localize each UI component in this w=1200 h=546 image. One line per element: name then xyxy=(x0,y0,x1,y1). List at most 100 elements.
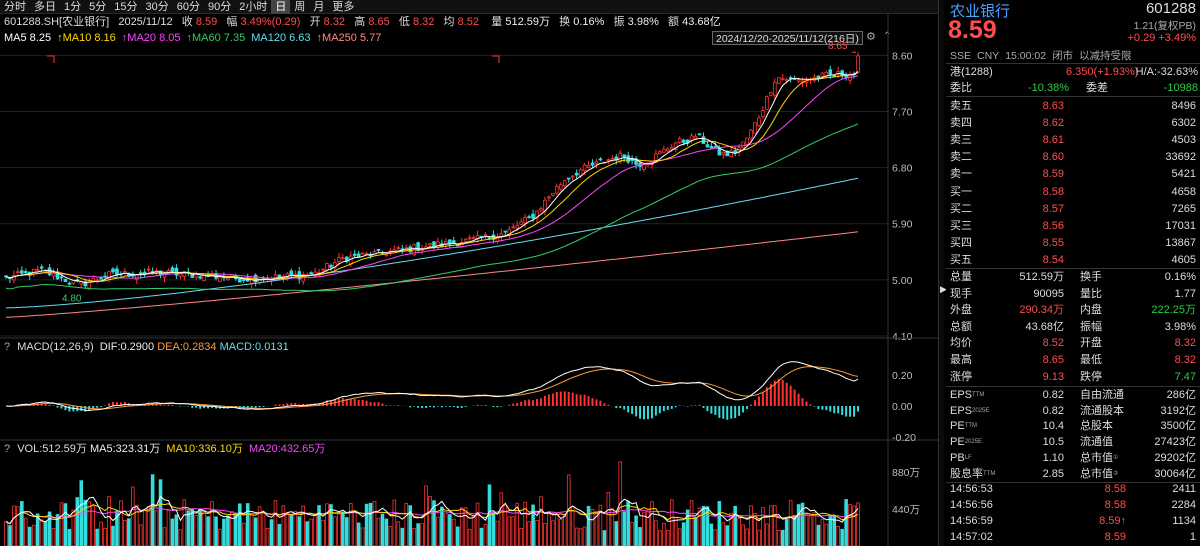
candle xyxy=(428,243,432,246)
level-price: 8.56 xyxy=(1042,220,1064,232)
wc-label: 委差 xyxy=(1086,82,1108,94)
level-price: 8.58 xyxy=(1042,186,1064,198)
vol-bar xyxy=(63,503,68,546)
candle xyxy=(170,267,175,272)
vol-ma5-line xyxy=(5,495,859,525)
candle xyxy=(721,152,726,155)
candle xyxy=(238,278,242,283)
vol-bar xyxy=(483,524,488,546)
panel-divider[interactable] xyxy=(938,0,944,546)
ma-legend-ma5[interactable]: MA5 8.25 xyxy=(4,32,52,44)
bid-row[interactable]: 买四 8.55 13867 xyxy=(950,234,1196,253)
candle xyxy=(725,150,730,157)
ma-legend-ma120[interactable]: MA120 6.63 xyxy=(251,32,311,44)
meta-4: 以减持受限 xyxy=(1079,50,1132,62)
macd-value: MACD:0.0131 xyxy=(219,341,289,353)
tick-price: 8.58 xyxy=(1104,483,1126,495)
bid-row[interactable]: 买三 8.56 17031 xyxy=(950,217,1196,236)
level-price: 8.61 xyxy=(1042,134,1064,146)
vol-bar xyxy=(792,515,797,546)
stat-value: 90095 xyxy=(1033,287,1064,300)
vol-bar xyxy=(222,518,226,546)
candle xyxy=(531,213,535,219)
ask-row[interactable]: 卖五 8.63 8496 xyxy=(950,97,1196,116)
divider xyxy=(946,386,1200,387)
vol-bar xyxy=(202,509,206,546)
gear-icon[interactable]: ⚙ xyxy=(866,31,876,43)
vol-bar xyxy=(412,528,416,546)
ask-row[interactable]: 卖二 8.60 33692 xyxy=(950,148,1196,167)
ma-legend-ma20[interactable]: ↑MA20 8.05 xyxy=(121,32,181,44)
candle xyxy=(503,230,508,233)
period-tab-0[interactable]: 分时 xyxy=(4,0,26,13)
candle xyxy=(511,226,516,229)
ma-legend-ma60[interactable]: ↑MA60 7.35 xyxy=(186,32,246,44)
ma60-line xyxy=(5,123,859,292)
vol-bar xyxy=(741,524,745,546)
candle xyxy=(396,247,401,250)
vol-bar xyxy=(551,520,555,546)
candle xyxy=(35,269,40,272)
period-tab-5[interactable]: 30分 xyxy=(145,0,169,13)
period-tab-11[interactable]: 月 xyxy=(313,0,325,13)
ask-row[interactable]: 卖一 8.59 5421 xyxy=(950,165,1196,184)
vol-bar xyxy=(840,528,844,546)
candle xyxy=(559,184,563,190)
vol-bar xyxy=(368,502,373,546)
ma-legend-ma10[interactable]: ↑MA10 8.16 xyxy=(57,32,116,44)
period-tab-8[interactable]: 2小时 xyxy=(239,0,268,13)
candle xyxy=(713,146,718,149)
level-volume: 17031 xyxy=(1165,220,1196,232)
bid-row[interactable]: 买一 8.58 4658 xyxy=(950,183,1196,202)
vol-bar xyxy=(388,525,393,546)
price-change: +0.29 +3.49% xyxy=(1127,32,1196,44)
ask-row[interactable]: 卖三 8.61 4503 xyxy=(950,131,1196,150)
candle xyxy=(277,274,282,278)
period-tab-12[interactable]: 更多 xyxy=(332,0,355,13)
vol-bar xyxy=(396,521,401,546)
kline-chart[interactable]: 8.60 7.70 6.80 5.90 5.00 4.10 8.65 4.80 0.20 0.00… xyxy=(0,0,938,546)
expand-right-icon[interactable]: ▶ xyxy=(940,284,947,294)
ma-legend-ma250[interactable]: ↑MA250 5.77 xyxy=(316,32,382,44)
period-tab-10[interactable]: 周 xyxy=(294,0,306,13)
stat-value: 3192亿 xyxy=(1160,404,1196,417)
ask-row[interactable]: 卖四 8.62 6302 xyxy=(950,114,1196,133)
bid-row[interactable]: 买二 8.57 7265 xyxy=(950,200,1196,219)
period-tab-3[interactable]: 5分 xyxy=(89,0,107,13)
period-tab-1[interactable]: 多日 xyxy=(34,0,56,13)
open-value: 8.32 xyxy=(323,16,346,28)
candle xyxy=(669,147,674,150)
vol-bar xyxy=(131,486,135,546)
help-icon[interactable]: ? xyxy=(4,443,11,455)
quote-panel: 农业银行 601288 8.59 1.21(复权PB) +0.29 +3.49%… xyxy=(946,0,1200,546)
period-tab-2[interactable]: 1分 xyxy=(64,0,82,13)
level-label: 买一 xyxy=(950,186,972,198)
stock-name[interactable]: 农业银行 xyxy=(950,3,1011,20)
vol-bar xyxy=(99,521,103,546)
vol-bar xyxy=(547,513,551,546)
period-tab-7[interactable]: 90分 xyxy=(208,0,232,13)
candle xyxy=(658,151,662,155)
vol-bar xyxy=(697,507,702,546)
stat-label: PETTM xyxy=(950,420,978,433)
meta-0: SSE xyxy=(950,50,972,62)
candle xyxy=(55,271,60,280)
help-icon[interactable]: ? xyxy=(4,341,11,353)
candle xyxy=(448,239,452,245)
bid-row[interactable]: 买五 8.54 4605 xyxy=(950,251,1196,270)
vol-axis-label: 880万 xyxy=(892,467,920,479)
date-range-selector[interactable]: 2024/12/20-2025/11/12(216日) xyxy=(712,31,863,45)
candle xyxy=(182,271,187,277)
candle xyxy=(820,72,825,77)
stat-value: 7.47 xyxy=(1174,370,1196,383)
vol-bar xyxy=(646,509,650,546)
period-tab-6[interactable]: 60分 xyxy=(176,0,200,13)
collapse-up-icon[interactable]: ⌃ xyxy=(883,31,892,42)
divider xyxy=(946,268,1200,269)
vol-bar xyxy=(241,522,246,546)
fundamental-row: EPSTTM 0.82 自由流通 286亿 xyxy=(950,388,1196,403)
period-tab-4[interactable]: 15分 xyxy=(114,0,138,13)
period-tab-9[interactable]: 日 xyxy=(271,0,291,14)
vol-bar xyxy=(436,516,440,546)
vol-bar xyxy=(559,519,563,546)
